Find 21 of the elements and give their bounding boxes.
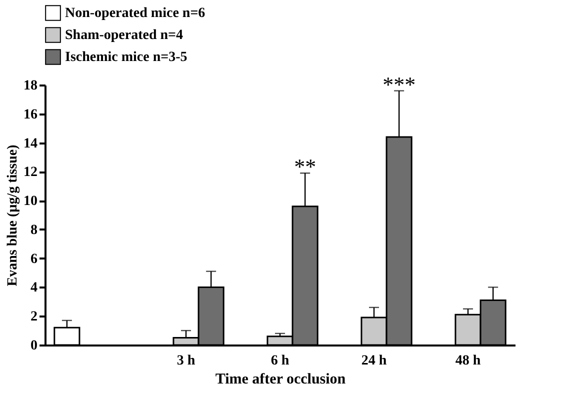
y-tick-label: 0	[30, 338, 38, 354]
y-tick-label: 4	[30, 280, 38, 296]
y-axis-title: Evans blue (µg/g tissue)	[6, 144, 20, 286]
y-tick-label: 18	[24, 78, 38, 94]
annotation: ***	[382, 72, 416, 97]
x-tick-label: 6 h	[270, 354, 290, 368]
y-tick-label: 2	[30, 310, 38, 325]
x-tick-label: 48 h	[455, 354, 481, 368]
legend-label: Ischemic mice n=3-5	[65, 50, 188, 65]
x-tick-label: 3 h	[176, 354, 196, 368]
y-tick-label: 12	[24, 165, 38, 180]
legend-label: Non-operated mice n=6	[65, 6, 206, 21]
x-tick-label: 24 h	[361, 354, 387, 368]
annotation: **	[294, 154, 316, 180]
x-axis-title: Time after occlusion	[215, 372, 346, 388]
y-tick-label: 6	[30, 252, 38, 267]
y-tick-label: 10	[24, 194, 38, 210]
y-tick-label: 8	[30, 222, 38, 238]
y-tick-label: 16	[24, 107, 38, 122]
legend-label: Sham-operated n=4	[65, 28, 184, 43]
y-tick-label: 14	[24, 136, 38, 152]
